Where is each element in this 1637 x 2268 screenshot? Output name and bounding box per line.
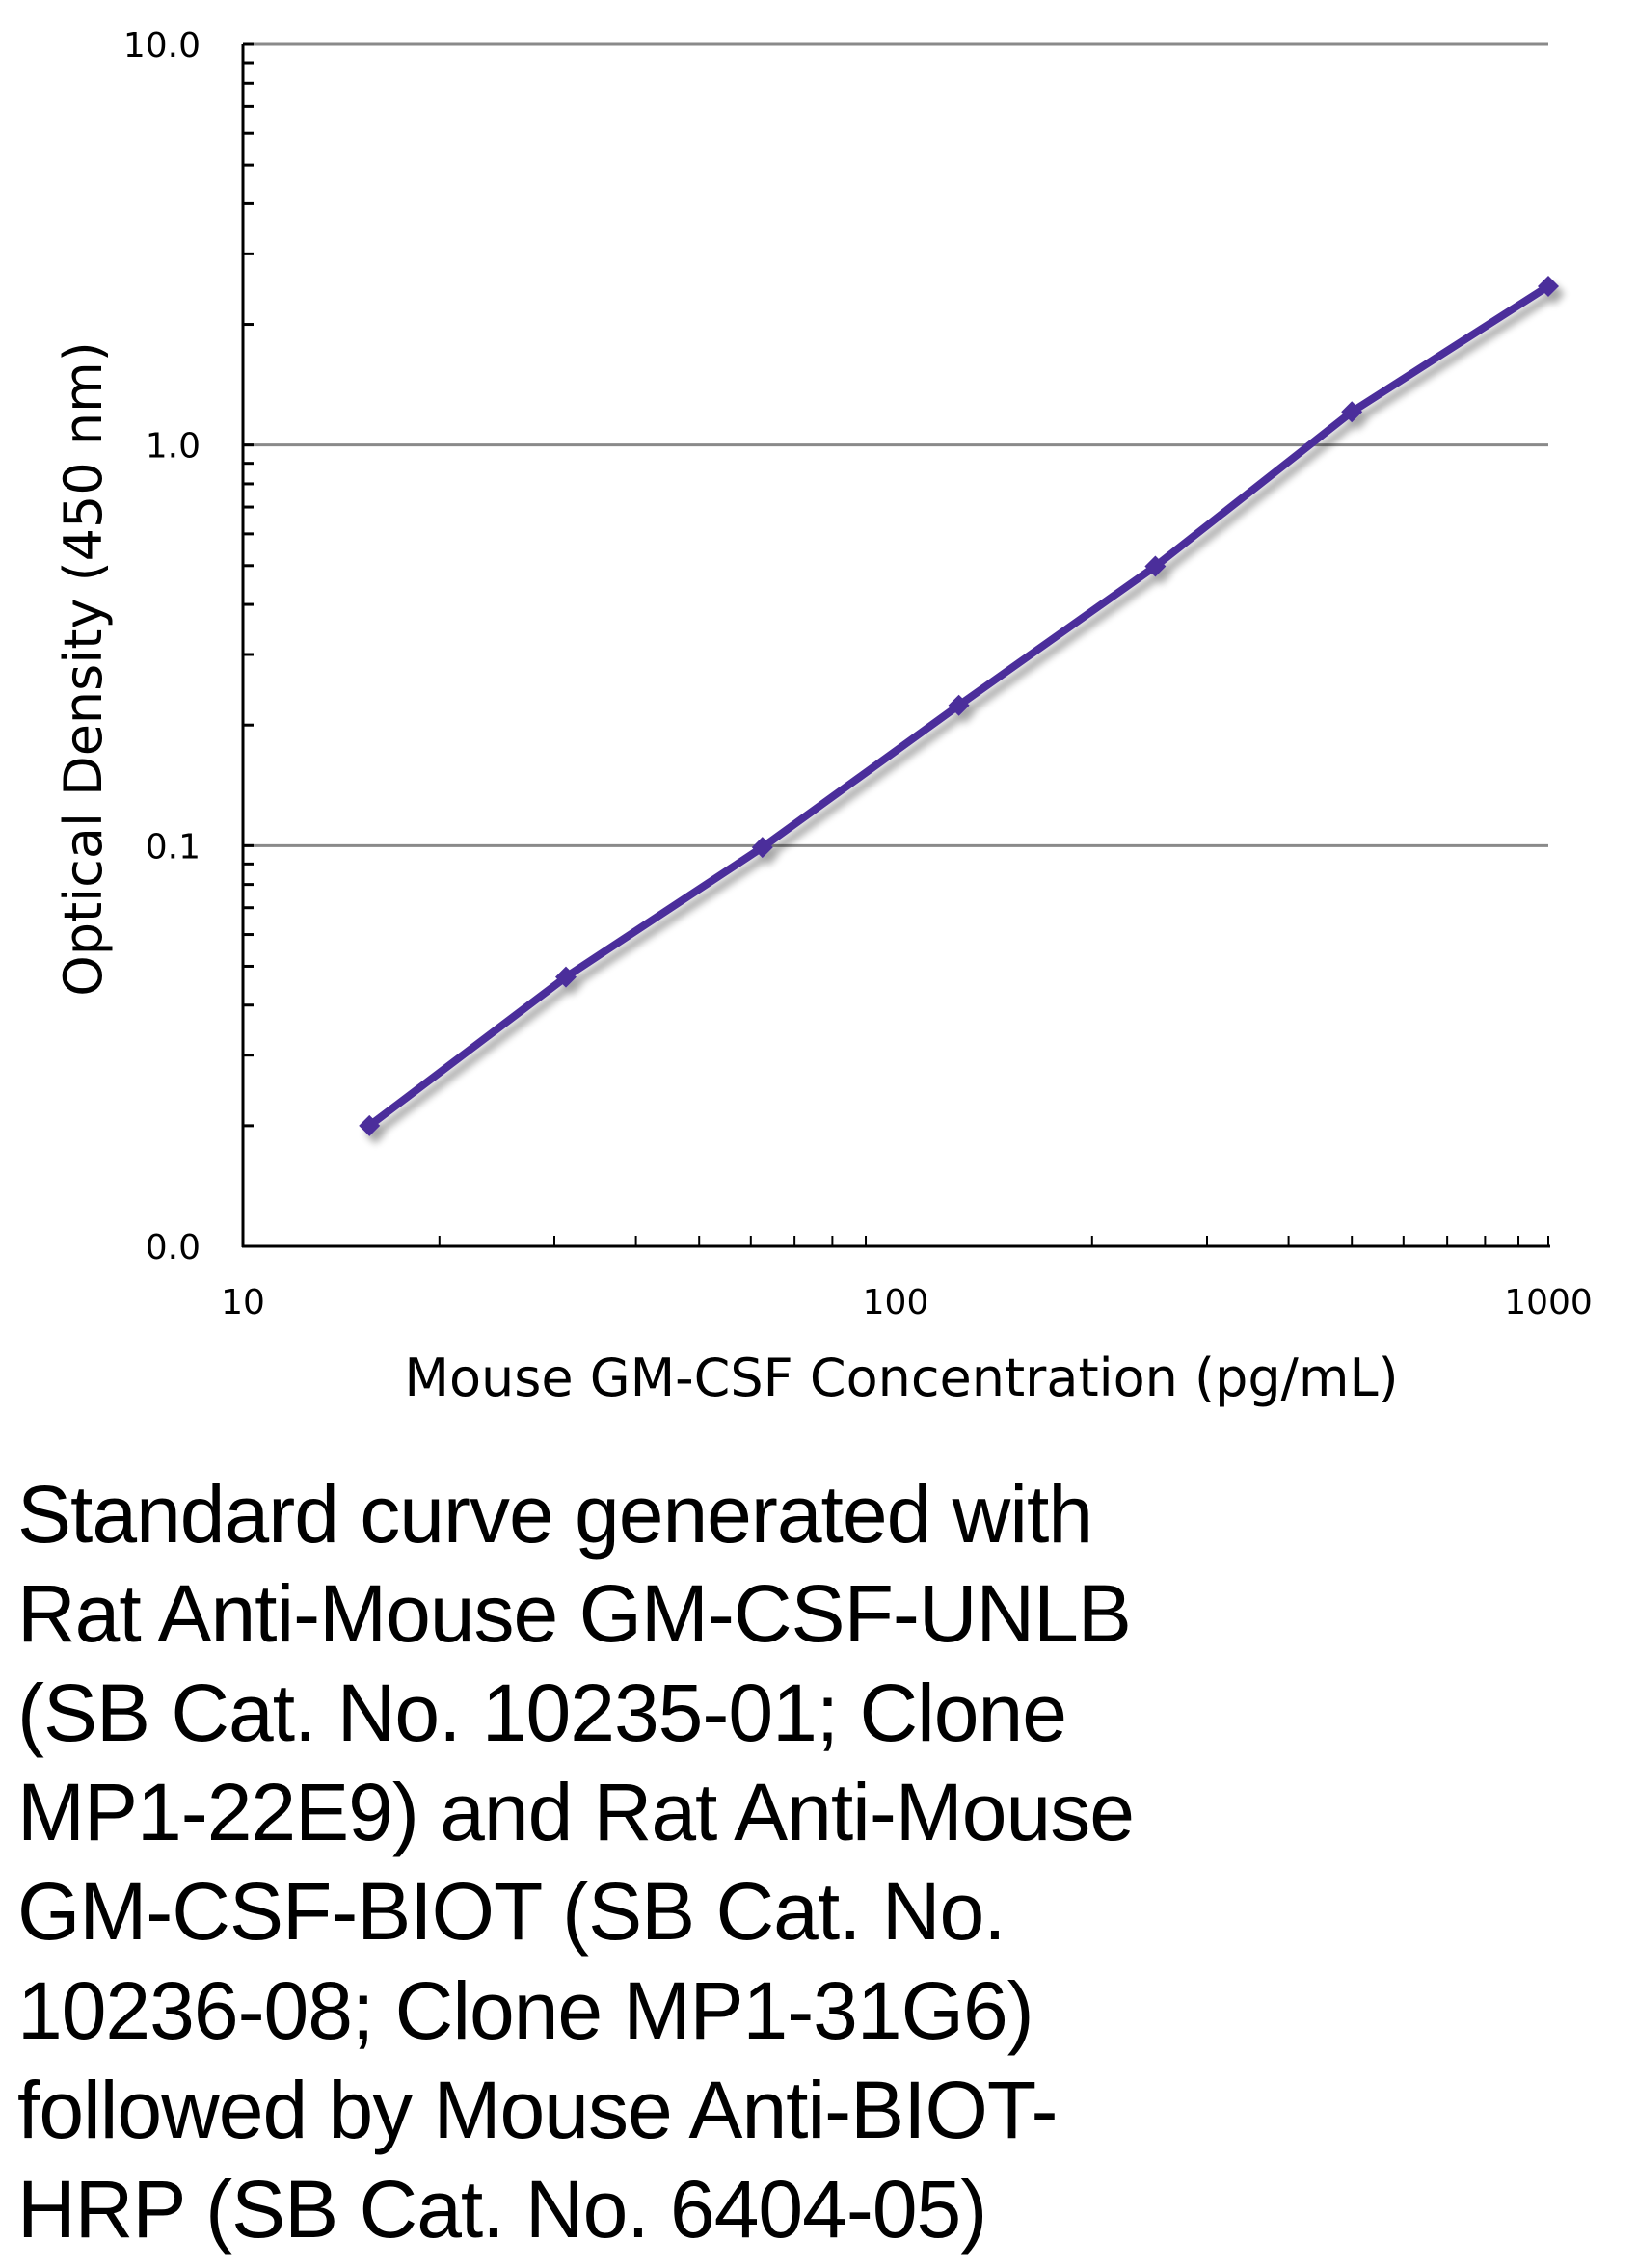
data-point-marker (1538, 275, 1559, 297)
caption-line: MP1-22E9) and Rat Anti-Mouse (17, 1767, 1135, 1857)
caption-line: GM-CSF-BIOT (SB Cat. No. (17, 1866, 1006, 1957)
x-axis-title: Mouse GM-CSF Concentration (pg/mL) (404, 1347, 1398, 1408)
y-tick-labels: 0.0 0.1 1.0 10.0 (123, 26, 201, 1267)
axes (241, 44, 1550, 1248)
data-point-marker (555, 966, 577, 988)
y-tick-label: 0.1 (146, 827, 201, 867)
data-point-marker (751, 837, 773, 859)
data-point-marker (1341, 401, 1363, 423)
data-point-marker (359, 1114, 381, 1136)
data-point-marker (948, 694, 970, 716)
y-tick-label: 1.0 (146, 427, 201, 467)
caption-line: 10236-08; Clone MP1-31G6) (17, 1965, 1034, 2056)
series-group (359, 275, 1559, 1136)
caption-line: HRP (SB Cat. No. 6404-05) (17, 2164, 987, 2255)
gridlines (243, 42, 1548, 847)
caption-line: Rat Anti-Mouse GM-CSF-UNLB (17, 1568, 1132, 1659)
standard-curve-chart: 0.0 0.1 1.0 10.0 10 100 1000 Optical Density … (53, 26, 1593, 1408)
caption-line: followed by Mouse Anti-BIOT- (17, 2065, 1058, 2155)
y-tick-label: 10.0 (123, 26, 201, 66)
x-tick-label: 1000 (1504, 1283, 1593, 1322)
figure-caption: Standard curve generated with Rat Anti-Mo… (17, 1465, 1463, 2259)
caption-line: Standard curve generated with (17, 1469, 1093, 1560)
x-tick-labels: 10 100 1000 (221, 1283, 1593, 1322)
caption-line: (SB Cat. No. 10235-01; Clone (17, 1668, 1067, 1758)
x-tick-label: 100 (863, 1283, 929, 1322)
y-axis-title: Optical Density (450 nm) (53, 341, 114, 997)
x-tick-label: 10 (221, 1283, 265, 1322)
tick-marks (243, 42, 1549, 1248)
data-point-marker (1144, 555, 1167, 577)
y-tick-label: 0.0 (146, 1228, 201, 1267)
